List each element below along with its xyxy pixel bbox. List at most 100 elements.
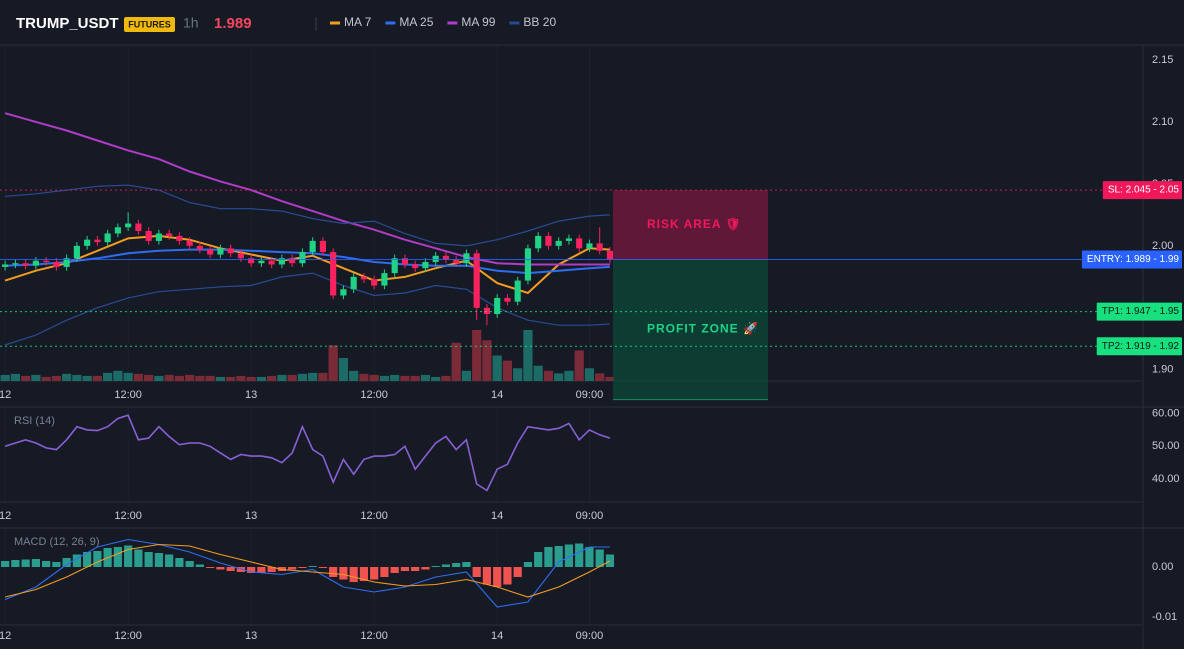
zone	[613, 190, 769, 260]
candle-body	[22, 263, 29, 266]
volume-bar	[154, 375, 164, 381]
macd-line	[4, 538, 610, 608]
macd-hist-bar	[318, 567, 328, 568]
macd-hist-bar	[165, 554, 174, 567]
candle-body	[248, 258, 255, 264]
volume-bar	[390, 374, 400, 381]
zone-label: RISK AREA 🛡	[647, 217, 742, 231]
macd-hist-bar	[380, 567, 389, 577]
legend-label: BB 20	[523, 15, 556, 29]
candle-body	[227, 248, 234, 254]
candle-body	[330, 252, 337, 296]
macd-hist-bar	[216, 567, 225, 570]
macd-hist-bar	[534, 552, 543, 567]
x-tick-label: 12	[0, 510, 11, 522]
macd-hist-bar	[11, 560, 20, 567]
macd-hist-bar	[185, 561, 194, 567]
macd-hist-bar	[554, 546, 563, 567]
macd-hist-bar	[298, 567, 307, 568]
level-tag: SL: 2.045 - 2.05	[1102, 181, 1182, 200]
volume-bar	[297, 373, 308, 381]
candle-body	[155, 233, 162, 241]
macd-hist-bar	[154, 553, 163, 567]
volume-bar	[205, 375, 215, 381]
macd-hist-bar	[226, 567, 235, 571]
macd-hist-bar	[93, 551, 102, 567]
level-tag-label: SL: 2.045 - 2.05	[1108, 185, 1180, 196]
y-tick-label: 50.00	[1152, 440, 1180, 452]
x-tick-label: 13	[245, 630, 257, 642]
volume-bar	[451, 342, 461, 381]
volume-bar	[513, 368, 523, 381]
level-tag-bg	[1096, 302, 1182, 321]
candle-body	[166, 233, 173, 236]
candle-body	[104, 233, 111, 243]
candle-body	[268, 260, 275, 265]
volume-bar	[144, 374, 154, 381]
candle-body	[596, 243, 603, 251]
volume-bar	[287, 374, 297, 381]
macd-hist-bar	[462, 562, 471, 567]
volume-bar	[379, 375, 390, 381]
badge-bg	[124, 17, 175, 32]
macd-hist-bar	[42, 561, 51, 567]
macd-hist-bar	[308, 566, 317, 567]
level-tag-bg	[1102, 181, 1182, 200]
volume-bar	[21, 375, 31, 381]
interval: 1h	[183, 15, 199, 31]
candle-body	[237, 253, 244, 259]
level-tag: TP2: 1.919 - 1.92	[1096, 337, 1182, 356]
y-tick-label: 1.90	[1152, 364, 1173, 376]
volume-bar	[226, 376, 236, 381]
macd-hist-bar	[513, 567, 522, 577]
volume-bar	[472, 330, 482, 381]
volume-bar	[441, 375, 451, 381]
volume-bar	[502, 360, 513, 381]
level-tag-bg	[1081, 250, 1182, 269]
macd-hist-bar	[452, 563, 461, 567]
level-tag-bg	[1096, 337, 1182, 356]
candle-body	[565, 238, 573, 241]
volume-bar	[72, 374, 82, 381]
macd-hist-bar	[411, 567, 420, 571]
x-tick-label: 14	[491, 510, 503, 522]
volume-bar	[0, 374, 10, 381]
macd-hist-bar	[595, 549, 604, 567]
legend-label: MA 25	[399, 15, 433, 29]
volume-bar	[431, 376, 441, 381]
legend-label: MA 7	[344, 15, 372, 29]
candle-body	[125, 223, 132, 228]
x-tick-label: 14	[491, 630, 503, 642]
indicator-line	[5, 184, 610, 247]
volume-bar	[164, 374, 174, 381]
candle-body	[432, 255, 439, 262]
macd-hist-bar	[175, 558, 184, 567]
volume-bar	[359, 373, 369, 381]
volume-bar	[564, 370, 574, 381]
volume-bar	[62, 373, 72, 381]
x-tick-label: 12:00	[360, 510, 388, 522]
macd-hist-bar	[288, 567, 297, 570]
volume-bar	[338, 358, 349, 381]
level-tag: TP1: 1.947 - 1.95	[1096, 302, 1182, 321]
macd-hist-bar	[206, 567, 215, 568]
x-tick-label: 09:00	[576, 389, 604, 401]
x-tick-label: 12:00	[360, 389, 388, 401]
macd-hist-bar	[370, 567, 379, 580]
y-tick-label: -0.01	[1152, 611, 1177, 623]
volume-bar	[543, 370, 554, 381]
candle-body	[299, 252, 306, 264]
candle-body	[371, 279, 378, 286]
macd-hist-bar	[493, 567, 502, 587]
macd-hist-bar	[421, 567, 430, 570]
volume-bar	[482, 340, 492, 381]
candle-body	[176, 235, 183, 241]
x-tick-label: 09:00	[576, 510, 604, 522]
candle-body	[53, 261, 60, 267]
x-tick-label: 13	[245, 510, 257, 522]
badge: FUTURES	[128, 19, 171, 29]
volume-bar	[41, 376, 51, 381]
header: TRUMP_USDT FUTURES 1h 1.989	[16, 15, 317, 32]
candle-body	[514, 280, 521, 302]
macd-hist-bar	[544, 547, 553, 567]
